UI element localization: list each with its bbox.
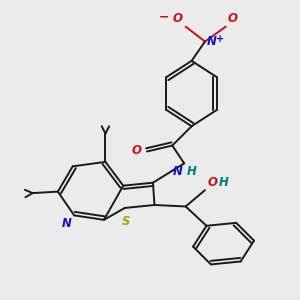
Text: O: O — [208, 176, 218, 189]
Text: S: S — [122, 215, 130, 228]
Text: +: + — [216, 34, 224, 44]
Text: H: H — [218, 176, 228, 189]
Text: O: O — [173, 12, 183, 25]
Text: O: O — [131, 144, 141, 158]
Text: N: N — [206, 35, 216, 48]
Text: N: N — [173, 165, 183, 178]
Text: H: H — [187, 165, 197, 178]
Text: −: − — [159, 11, 169, 24]
Text: O: O — [227, 12, 237, 25]
Text: N: N — [61, 217, 71, 230]
